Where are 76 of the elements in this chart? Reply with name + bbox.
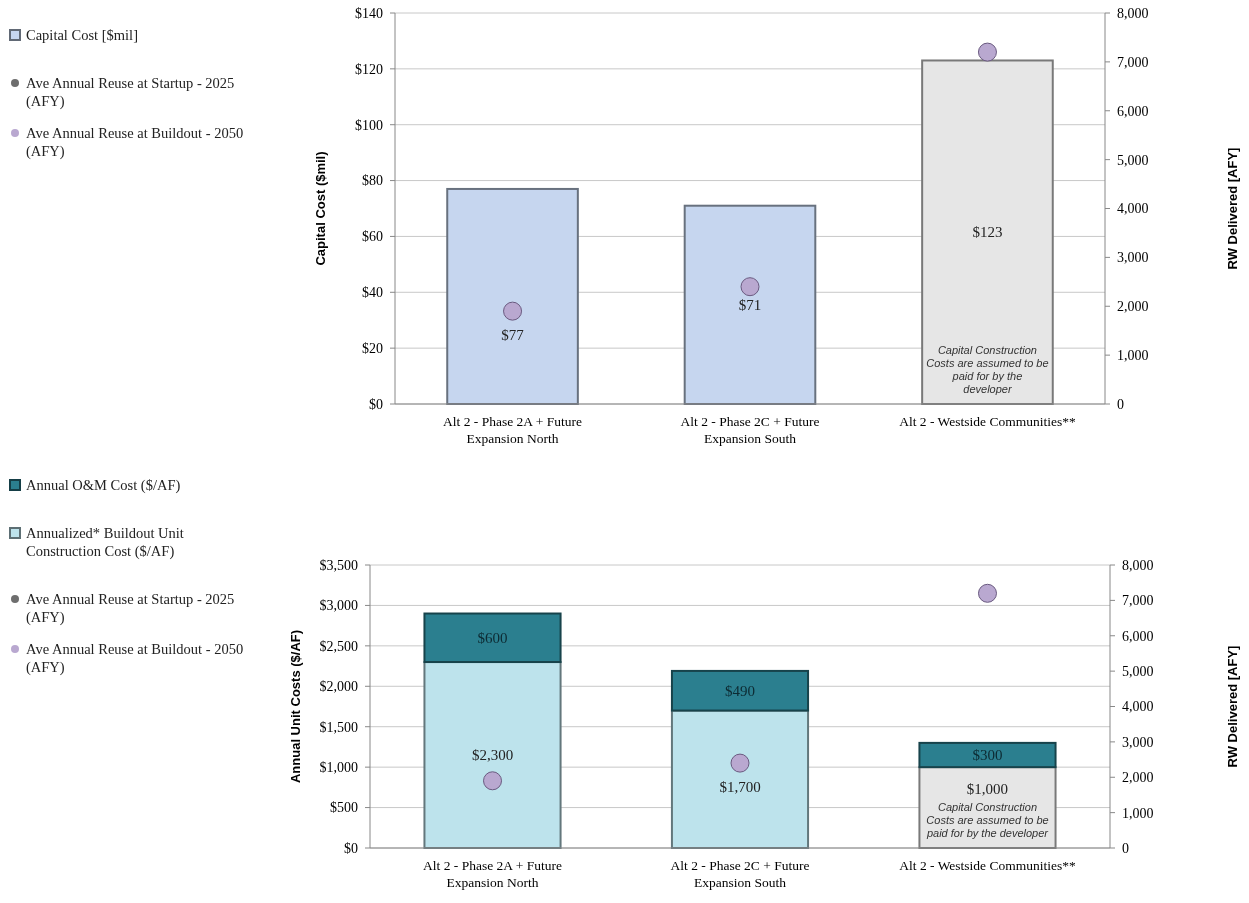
y-tick-label: $0 (369, 396, 383, 412)
y-tick-label: $40 (362, 285, 383, 301)
y-tick-label: $3,500 (319, 557, 358, 573)
legend-label: Ave Annual Reuse at Startup - 2025 (AFY) (26, 75, 235, 110)
point (730, 753, 750, 773)
y-tick-label: $500 (330, 800, 358, 816)
y-tick-label: $1,000 (319, 760, 358, 776)
y2-axis-title: RW Delivered [AFY] (1225, 645, 1240, 768)
y-tick-label: $20 (362, 341, 383, 357)
y2-tick-label: 4,000 (1117, 201, 1149, 217)
bar (423, 612, 562, 664)
y2-tick-label: 2,000 (1117, 299, 1149, 315)
data-label: $123 (972, 224, 1003, 241)
point (740, 277, 760, 297)
y2-tick-label: 4,000 (1122, 699, 1154, 715)
y2-tick-label: 6,000 (1117, 103, 1149, 119)
y-axis-title: Annual Unit Costs ($/AF) (288, 629, 303, 784)
y2-tick-label: 8,000 (1117, 5, 1149, 21)
y-tick-label: $3,000 (319, 598, 358, 614)
y-tick-label: $2,500 (319, 638, 358, 654)
point (483, 771, 503, 791)
y2-axis-title: RW Delivered [AFY] (1225, 147, 1240, 270)
legend-label: Annualized* Buildout Unit Construction Cost ($/AF) (26, 525, 184, 560)
y2-tick-label: 3,000 (1117, 250, 1149, 266)
data-label: $71 (738, 297, 762, 314)
data-label: $2,300 (471, 747, 514, 764)
y-tick-label: $2,000 (319, 679, 358, 695)
x-tick-label: Alt 2 - Phase 2C + Future Expansion South (670, 858, 810, 890)
data-label: $1,700 (719, 779, 761, 796)
y2-tick-label: 5,000 (1122, 664, 1154, 680)
annotation: Capital Construction Costs are assumed to be paid for by the developer (926, 344, 1049, 395)
y-tick-label: $1,500 (319, 719, 358, 735)
y2-tick-label: 6,000 (1122, 628, 1154, 644)
y-axis-title: Capital Cost ($mil) (313, 151, 328, 266)
y2-tick-label: 1,000 (1122, 805, 1154, 821)
y2-tick-label: 8,000 (1122, 557, 1154, 573)
y2-tick-label: 3,000 (1122, 734, 1154, 750)
x-tick-label: Alt 2 - Phase 2C + Future Expansion South (680, 414, 820, 446)
y-tick-label: $120 (355, 61, 383, 77)
annotation: Capital Construction Costs are assumed to be paid for by the developer (925, 801, 1050, 839)
y-tick-label: $60 (362, 229, 383, 245)
data-label: $1,000 (966, 781, 1009, 798)
legend-label: Annual O&M Cost ($/AF) (26, 477, 181, 494)
point (977, 583, 997, 603)
legend-label: Ave Annual Reuse at Buildout - 2050 (AFY) (26, 641, 244, 676)
legend-label: Capital Cost [$mil] (26, 27, 138, 43)
bar (921, 59, 1054, 405)
y-tick-label: $80 (362, 173, 383, 189)
data-label: $490 (725, 682, 755, 699)
bar (918, 741, 1057, 769)
y2-tick-label: 0 (1122, 840, 1129, 856)
data-label: $300 (972, 747, 1003, 764)
data-label: $77 (501, 327, 525, 344)
legend-label: Ave Annual Reuse at Startup - 2025 (AFY) (26, 591, 235, 626)
y2-tick-label: 0 (1117, 396, 1124, 412)
point (503, 301, 523, 321)
x-tick-label: Alt 2 - Phase 2A + Future Expansion North (423, 858, 562, 890)
bar (670, 709, 810, 849)
legend-label: Ave Annual Reuse at Buildout - 2050 (AFY) (26, 125, 244, 160)
y-tick-label: $140 (355, 5, 383, 21)
x-tick-label: Alt 2 - Westside Communities** (899, 858, 1076, 873)
y2-tick-label: 7,000 (1122, 593, 1154, 609)
y2-tick-label: 1,000 (1117, 348, 1149, 364)
x-tick-label: Alt 2 - Phase 2A + Future Expansion North (443, 414, 582, 446)
y2-tick-label: 2,000 (1122, 770, 1154, 786)
data-label: $600 (477, 630, 508, 647)
bar (423, 661, 562, 849)
bar (683, 204, 817, 405)
bar (670, 669, 810, 712)
x-tick-label: Alt 2 - Westside Communities** (899, 414, 1076, 429)
y-tick-label: $100 (355, 117, 383, 133)
y2-tick-label: 7,000 (1117, 54, 1149, 70)
y2-tick-label: 5,000 (1117, 152, 1149, 168)
point (977, 42, 997, 62)
y-tick-label: $0 (344, 840, 358, 856)
bar (446, 187, 579, 405)
